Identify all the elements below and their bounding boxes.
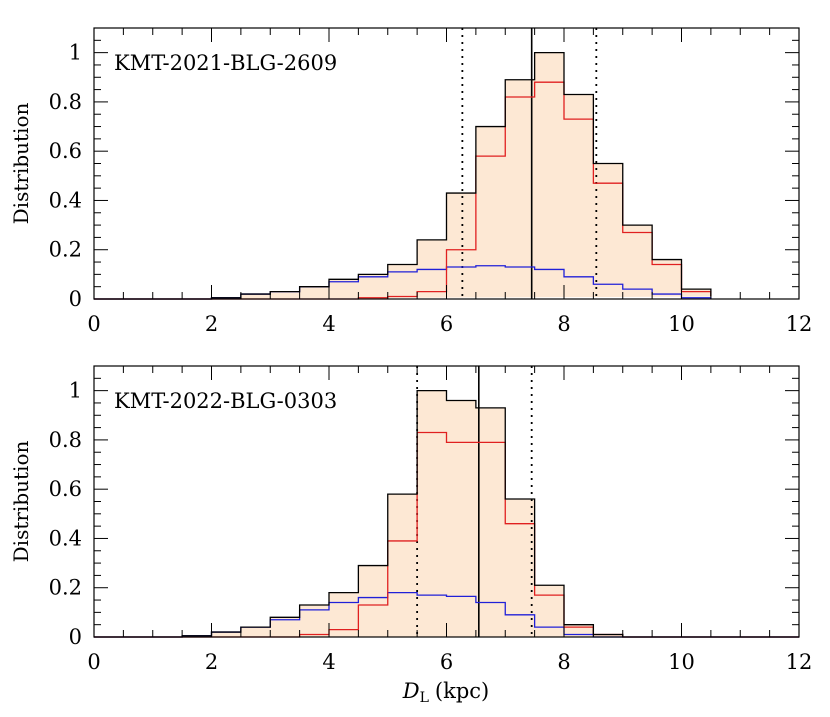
panel-bottom: 0 2 4 6 8 10 12 0 0.2 0.4 0.6 0.8 1 Distribution KMT-2… — [9, 365, 813, 674]
y-tick-label: 1 — [69, 379, 82, 403]
x-tick-label: 0 — [87, 650, 100, 674]
y-tick-label: 0 — [69, 625, 82, 649]
x-tick-label: 6 — [440, 312, 453, 336]
x-tick-label: 0 — [87, 312, 100, 336]
panel-title: KMT-2022-BLG-0303 — [114, 389, 337, 413]
y-tick-label: 0.6 — [49, 139, 82, 163]
x-tick-label: 4 — [322, 650, 335, 674]
y-axis-label: Distribution — [9, 103, 33, 225]
x-tick-label: 8 — [557, 312, 570, 336]
x-axis-label: DL (kpc) — [402, 679, 489, 706]
y-tick-label: 0 — [69, 287, 82, 311]
y-tick-label: 0.6 — [49, 477, 82, 501]
y-tick-label: 0.4 — [49, 188, 82, 212]
y-tick-label: 1 — [69, 41, 82, 65]
x-tick-label: 6 — [440, 650, 453, 674]
x-tick-label: 10 — [668, 312, 695, 336]
x-tick-label: 8 — [557, 650, 570, 674]
x-tick-label: 12 — [786, 650, 813, 674]
y-tick-label: 0.2 — [49, 238, 82, 262]
total-fill — [94, 52, 711, 299]
y-tick-label: 0.4 — [49, 526, 82, 550]
y-tick-label: 0.8 — [49, 428, 82, 452]
y-tick-label: 0.8 — [49, 90, 82, 114]
x-tick-label: 12 — [786, 312, 813, 336]
total-fill — [94, 390, 623, 637]
panel-title: KMT-2021-BLG-2609 — [114, 51, 337, 75]
y-axis-label: Distribution — [9, 441, 33, 563]
panel-top: 0 2 4 6 8 10 12 0 0.2 0.4 0.6 0.8 1 Distribution KMT-2… — [9, 27, 813, 336]
y-tick-label: 0.2 — [49, 576, 82, 600]
x-tick-label: 2 — [205, 312, 218, 336]
x-tick-label: 2 — [205, 650, 218, 674]
x-tick-label: 4 — [322, 312, 335, 336]
x-tick-label: 10 — [668, 650, 695, 674]
